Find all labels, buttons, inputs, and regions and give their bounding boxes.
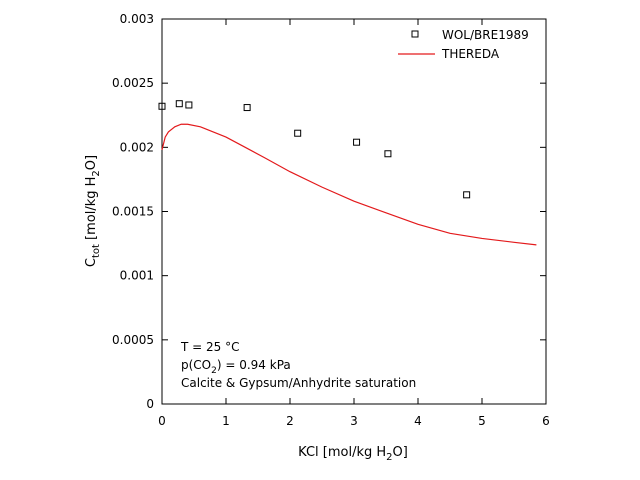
series-group [158, 100, 537, 246]
legend-label-wolbre1989: WOL/BRE1989 [442, 28, 529, 42]
data-point-wolbre1989 [353, 138, 361, 146]
series-line-thereda [161, 123, 537, 246]
legend-marker-wolbre1989 [411, 30, 419, 38]
y-tick-label: 0.0005 [112, 333, 154, 347]
annotation-temperature: T = 25 °C [180, 340, 239, 354]
annotation-block: T = 25 °C p(CO2) = 0.94 kPa Calcite & Gy… [180, 340, 416, 390]
x-tick-label: 4 [414, 414, 422, 428]
data-point-wolbre1989 [294, 129, 302, 137]
annotation-saturation: Calcite & Gypsum/Anhydrite saturation [181, 376, 416, 390]
x-tick-label: 1 [222, 414, 230, 428]
data-point-wolbre1989 [463, 191, 471, 199]
x-tick-label: 6 [542, 414, 550, 428]
y-tick-label: 0.001 [120, 269, 154, 283]
data-point-wolbre1989 [185, 101, 193, 109]
y-tick-label: 0.002 [120, 140, 154, 154]
annotation-pco2: p(CO2) = 0.94 kPa [181, 358, 291, 376]
y-tick-label: 0.003 [120, 12, 154, 26]
x-tick-label: 0 [158, 414, 166, 428]
x-tick-label: 2 [286, 414, 294, 428]
data-point-wolbre1989 [384, 150, 392, 158]
data-point-wolbre1989 [243, 104, 251, 112]
y-axis-title: Ctot [mol/kg H2O] [84, 155, 102, 267]
y-tick-label: 0 [146, 397, 154, 411]
data-point-wolbre1989 [175, 100, 183, 108]
legend: WOL/BRE1989 THEREDA [398, 28, 529, 61]
y-tick-label: 0.0015 [112, 205, 154, 219]
y-tick-label: 0.0025 [112, 76, 154, 90]
x-tick-label: 5 [478, 414, 486, 428]
data-point-wolbre1989 [158, 102, 166, 110]
legend-label-thereda: THEREDA [441, 47, 500, 61]
x-tick-label: 3 [350, 414, 358, 428]
x-axis-title: KCl [mol/kg H2O] [298, 445, 408, 463]
ticks-group: 0 1 2 3 4 5 6 0 0.0005 0.001 0.0015 0.002 0.0025 0.00… [112, 12, 550, 428]
